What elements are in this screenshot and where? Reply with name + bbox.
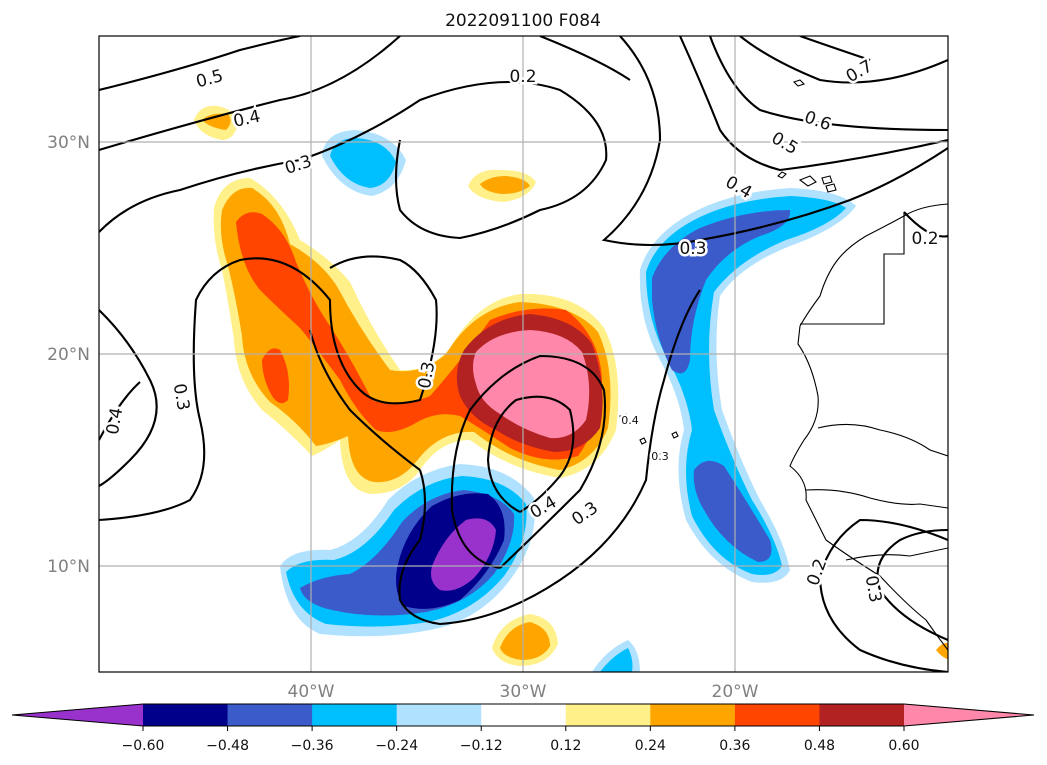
gridlines <box>99 36 948 672</box>
colorbar-tick-label: 0.24 <box>635 738 666 754</box>
contour-label: 0.3 <box>679 239 706 259</box>
shade-bottom-cyan2 <box>600 648 633 672</box>
colorbar-tick-label: 0.12 <box>550 738 581 754</box>
contour-line <box>818 518 948 672</box>
contour-label: 0.2 <box>911 229 938 249</box>
coastline-border-3 <box>805 489 948 509</box>
coastline-border-4 <box>845 547 948 561</box>
contour-label: 0.4 <box>103 406 127 436</box>
map-frame <box>98 35 949 673</box>
coastlines <box>619 79 948 651</box>
contour-line <box>539 36 631 81</box>
colorbar-segment <box>565 704 651 726</box>
contour-line <box>99 36 401 152</box>
colorbar-segment <box>396 704 482 726</box>
colorbar-tick-label: −0.12 <box>460 738 503 754</box>
contour-label: 0.3 <box>169 382 193 412</box>
colorbar-tick-label: −0.24 <box>375 738 418 754</box>
contour-line <box>99 255 438 522</box>
contour-label: 0.4 <box>232 107 263 132</box>
lat-tick-label-30n: 30°N <box>47 133 90 153</box>
shade-east-blue <box>652 210 791 374</box>
shade-south-purple <box>431 518 496 591</box>
lat-tick-label-10n: 10°N <box>47 557 90 577</box>
contour-line <box>99 309 158 487</box>
coastline-capeverde <box>619 413 679 459</box>
contour-line <box>679 36 948 172</box>
contour-label: 0.2 <box>509 67 536 87</box>
contour-label: 0.5 <box>194 66 225 92</box>
contour-label: 0.6 <box>802 107 834 135</box>
shade-bottom-orange <box>500 622 550 660</box>
contour-line <box>450 354 607 570</box>
chart-title: 2022091100 F084 <box>445 11 601 31</box>
colorbar-extend-high <box>904 704 1034 726</box>
lat-tick-labels: 30°N 20°N 10°N <box>47 133 90 577</box>
contour-line <box>486 395 575 513</box>
contour-line <box>903 211 948 238</box>
colorbar-tick-label: 0.36 <box>719 738 750 754</box>
contour-label: 0.3 <box>651 450 669 463</box>
colorbar-segment <box>481 704 567 726</box>
colorbar-tick-label: 0.48 <box>804 738 835 754</box>
colorbar-segment <box>650 704 736 726</box>
colorbar-segment <box>819 704 905 726</box>
shade-cyan-30n-inner <box>330 138 396 188</box>
contour-line <box>99 80 608 240</box>
contour-label: 0.3 <box>861 574 885 604</box>
coastline-africa <box>789 203 948 651</box>
colorbar-extend-low <box>12 704 143 726</box>
shade-28n-orange <box>480 176 530 194</box>
colorbar-segment <box>312 704 398 726</box>
contour-line <box>876 528 948 641</box>
colorbar-tick-label: −0.60 <box>122 738 165 754</box>
coastline-border-1 <box>800 212 905 325</box>
lon-tick-labels: 40°W 30°W 20°W <box>288 682 759 702</box>
colorbar-tick-label: −0.36 <box>291 738 334 754</box>
contour-line <box>398 289 701 626</box>
colorbar: −0.60 −0.48 −0.36 −0.24 −0.12 0.12 0.24 0.36 0.4… <box>11 703 1035 754</box>
shade-east-blue2 <box>693 460 772 562</box>
contour-label: 0.4 <box>621 414 639 427</box>
lon-tick-label-40w: 40°W <box>288 682 335 702</box>
colorbar-tick-label: −0.48 <box>206 738 249 754</box>
contour-line <box>739 36 948 84</box>
coastline-border-2 <box>817 423 948 457</box>
lat-tick-label-20n: 20°N <box>47 345 90 365</box>
colorbar-segment <box>143 704 229 726</box>
contour-line <box>799 36 871 61</box>
colorbar-segment <box>734 704 820 726</box>
coastline-canaries-2 <box>777 171 837 193</box>
lon-tick-label-20w: 20°W <box>712 682 759 702</box>
contour-line <box>601 36 948 247</box>
colorbar-segment <box>227 704 313 726</box>
contour-line <box>99 36 301 92</box>
colorbar-tick-label: 0.60 <box>888 738 919 754</box>
filled-contours <box>194 105 948 672</box>
lon-tick-label-30w: 30°W <box>500 682 547 702</box>
contour-label: 0.5 <box>768 128 801 159</box>
map-panel: 0.5 0.4 0.3 0.2 0.3 0.4 0.7 0.6 0.5 0.4 … <box>47 35 949 702</box>
shade-west-red2 <box>262 348 289 404</box>
contour-line <box>709 36 948 132</box>
contour-line <box>99 381 141 441</box>
coastline-canaries-1 <box>792 79 806 87</box>
contour-label: 0.3 <box>568 498 602 530</box>
contour-label: 0.2 <box>803 556 831 588</box>
